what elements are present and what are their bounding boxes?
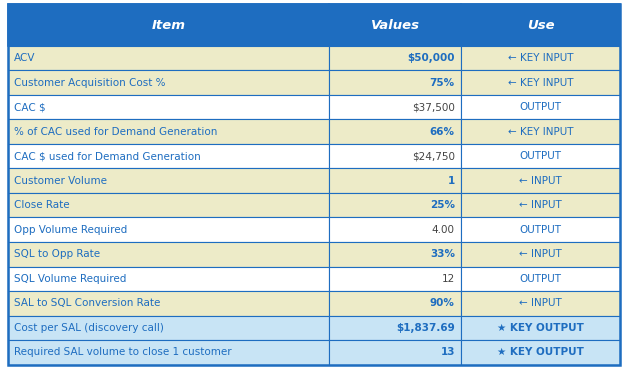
Text: CAC $ used for Demand Generation: CAC $ used for Demand Generation — [14, 151, 200, 161]
Text: Item: Item — [151, 19, 185, 32]
Bar — [329, 291, 461, 315]
Bar — [461, 4, 620, 46]
Bar — [8, 46, 329, 70]
Bar — [329, 168, 461, 193]
Text: Cost per SAL (discovery call): Cost per SAL (discovery call) — [14, 323, 164, 333]
Text: % of CAC used for Demand Generation: % of CAC used for Demand Generation — [14, 127, 217, 137]
Bar — [8, 193, 329, 217]
Text: Close Rate: Close Rate — [14, 200, 70, 210]
Text: SQL Volume Required: SQL Volume Required — [14, 274, 126, 284]
Bar — [461, 217, 620, 242]
Bar — [329, 340, 461, 365]
Text: Customer Volume: Customer Volume — [14, 176, 107, 186]
Bar — [461, 242, 620, 266]
Bar — [461, 144, 620, 168]
Text: 1: 1 — [448, 176, 455, 186]
Text: Opp Volume Required: Opp Volume Required — [14, 225, 127, 235]
Bar — [461, 120, 620, 144]
Text: Values: Values — [371, 19, 420, 32]
Bar — [8, 217, 329, 242]
Bar — [8, 242, 329, 266]
Bar — [8, 95, 329, 120]
Text: 75%: 75% — [430, 77, 455, 87]
Text: 12: 12 — [441, 274, 455, 284]
Text: OUTPUT: OUTPUT — [520, 225, 562, 235]
Bar — [461, 266, 620, 291]
Bar — [461, 70, 620, 95]
Bar — [329, 4, 461, 46]
Bar — [329, 193, 461, 217]
Bar — [329, 217, 461, 242]
Bar — [461, 340, 620, 365]
Text: ← INPUT: ← INPUT — [519, 200, 562, 210]
Text: ← KEY INPUT: ← KEY INPUT — [508, 53, 573, 63]
Text: OUTPUT: OUTPUT — [520, 151, 562, 161]
Bar — [329, 46, 461, 70]
Bar — [8, 168, 329, 193]
Text: ★ KEY OUTPUT: ★ KEY OUTPUT — [497, 323, 584, 333]
Text: ← INPUT: ← INPUT — [519, 176, 562, 186]
Text: $37,500: $37,500 — [412, 102, 455, 112]
Text: Use: Use — [527, 19, 555, 32]
Bar — [8, 266, 329, 291]
Bar — [461, 95, 620, 120]
Text: ← KEY INPUT: ← KEY INPUT — [508, 127, 573, 137]
Bar — [329, 266, 461, 291]
Bar — [8, 70, 329, 95]
Bar — [8, 340, 329, 365]
Bar — [461, 168, 620, 193]
Text: SQL to Opp Rate: SQL to Opp Rate — [14, 249, 100, 259]
Text: 90%: 90% — [430, 298, 455, 308]
Text: Required SAL volume to close 1 customer: Required SAL volume to close 1 customer — [14, 347, 232, 357]
Bar — [461, 193, 620, 217]
Text: $1,837.69: $1,837.69 — [396, 323, 455, 333]
Bar — [329, 70, 461, 95]
Bar — [329, 95, 461, 120]
Bar — [8, 291, 329, 315]
Bar — [329, 242, 461, 266]
Text: 4.00: 4.00 — [432, 225, 455, 235]
Text: OUTPUT: OUTPUT — [520, 102, 562, 112]
Text: Customer Acquisition Cost %: Customer Acquisition Cost % — [14, 77, 165, 87]
Bar — [329, 144, 461, 168]
Bar — [461, 46, 620, 70]
Text: 13: 13 — [440, 347, 455, 357]
Text: ACV: ACV — [14, 53, 35, 63]
Bar — [8, 4, 329, 46]
Text: ★ KEY OUTPUT: ★ KEY OUTPUT — [497, 347, 584, 357]
Text: 25%: 25% — [430, 200, 455, 210]
Bar — [8, 315, 329, 340]
Text: 66%: 66% — [430, 127, 455, 137]
Text: ← INPUT: ← INPUT — [519, 249, 562, 259]
Text: OUTPUT: OUTPUT — [520, 274, 562, 284]
Text: ← KEY INPUT: ← KEY INPUT — [508, 77, 573, 87]
Text: ← INPUT: ← INPUT — [519, 298, 562, 308]
Bar — [8, 120, 329, 144]
Bar — [329, 315, 461, 340]
Bar — [329, 120, 461, 144]
Text: $50,000: $50,000 — [408, 53, 455, 63]
Text: CAC $: CAC $ — [14, 102, 45, 112]
Text: 33%: 33% — [430, 249, 455, 259]
Bar — [461, 291, 620, 315]
Bar — [461, 315, 620, 340]
Bar — [8, 144, 329, 168]
Text: SAL to SQL Conversion Rate: SAL to SQL Conversion Rate — [14, 298, 160, 308]
Text: $24,750: $24,750 — [412, 151, 455, 161]
